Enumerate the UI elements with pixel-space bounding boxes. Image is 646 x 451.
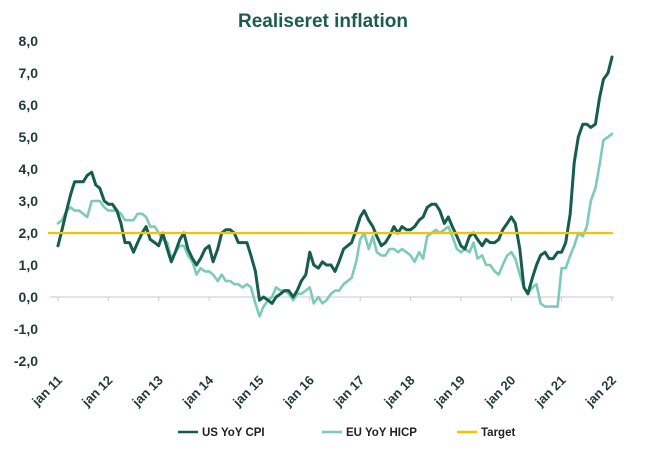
legend-target: Target [457, 427, 515, 439]
legend: US YoY CPI EU YoY HICP Target [178, 427, 515, 439]
x-tick-label: jan 21 [531, 373, 568, 410]
x-tick-label: jan 11 [28, 373, 65, 410]
y-tick-label: 3,0 [19, 193, 39, 209]
x-tick-label: jan 13 [128, 373, 165, 410]
legend-label: Target [481, 427, 515, 439]
y-tick-label: 6,0 [19, 97, 39, 113]
x-tick-label: jan 12 [78, 373, 115, 410]
legend-label: EU YoY HICP [346, 427, 417, 439]
x-tick-label: jan 15 [229, 373, 266, 410]
y-tick-label: 7,0 [19, 65, 39, 81]
us-cpi-line [56, 55, 614, 305]
y-tick-label: -1,0 [14, 321, 38, 337]
y-tick-label: 2,0 [19, 225, 39, 241]
x-tick-label: jan 20 [481, 373, 518, 410]
series-lines [47, 55, 614, 318]
eu-hicp-line [56, 132, 614, 318]
y-tick-label: 4,0 [19, 161, 39, 177]
x-tick-label: jan 14 [179, 372, 217, 410]
x-tick-label: jan 16 [280, 373, 317, 410]
y-tick-label: 0,0 [19, 289, 39, 305]
y-tick-label: 1,0 [19, 257, 39, 273]
legend-us-cpi: US YoY CPI [178, 427, 265, 439]
x-axis-ticks: jan 11 jan 12 jan 13 jan 14 jan 15 jan 16 jan … [28, 297, 619, 410]
chart-title: Realiseret inflation [238, 11, 408, 32]
y-tick-label: 8,0 [19, 33, 39, 49]
y-tick-label: 5,0 [19, 129, 39, 145]
x-tick-label: jan 17 [330, 373, 367, 410]
y-tick-label: -2,0 [14, 353, 38, 369]
x-tick-label: jan 22 [582, 373, 619, 410]
y-axis-ticks: -2,0 -1,0 0,0 1,0 2,0 3,0 4,0 5,0 6,0 7,0 8,0 [14, 33, 38, 369]
legend-label: US YoY CPI [202, 427, 265, 439]
legend-eu-hicp: EU YoY HICP [322, 427, 417, 439]
x-tick-label: jan 18 [380, 373, 417, 410]
x-tick-label: jan 19 [431, 373, 468, 410]
